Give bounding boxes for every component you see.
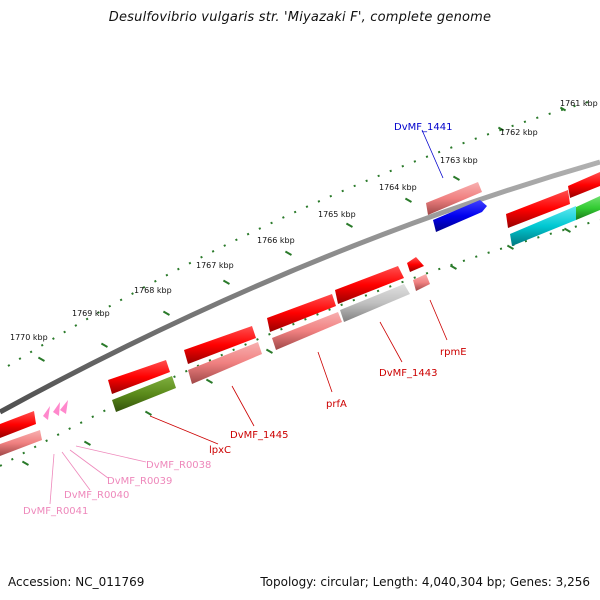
label-dvmf-r0040: DvMF_R0040: [64, 490, 129, 501]
gene-red-1765[interactable]: [267, 294, 336, 332]
kbp-label: 1762 kbp: [500, 128, 538, 137]
gene-topright-red[interactable]: [568, 172, 600, 198]
kbp-label: 1769 kbp: [72, 309, 110, 318]
rna-r0038[interactable]: [60, 400, 68, 414]
gene-red-1764[interactable]: [335, 266, 404, 304]
leader-r0041: [49, 453, 55, 505]
leader-dvmf-1441: [421, 129, 444, 179]
leader-dvmf-1443: [379, 321, 403, 363]
gene-rpme-red[interactable]: [407, 257, 424, 272]
leader-prfa: [317, 351, 333, 393]
gene-red-1762[interactable]: [506, 190, 570, 228]
gene-dvmf-1441-blue[interactable]: [433, 200, 487, 232]
gene-prfa-light[interactable]: [272, 312, 342, 350]
gene-cyan-1762[interactable]: [510, 206, 576, 246]
accession-text: Accession: NC_011769: [8, 575, 145, 589]
leader-lpxc: [149, 415, 219, 445]
label-dvmf-r0038: DvMF_R0038: [146, 460, 211, 471]
label-dvmf-1441: DvMF_1441: [394, 122, 452, 133]
rna-r0040[interactable]: [43, 406, 50, 420]
leader-r0038: [75, 445, 147, 463]
genome-summary-text: Topology: circular; Length: 4,040,304 bp…: [260, 575, 590, 589]
genome-backbone: [0, 159, 600, 415]
outer-scale: [7, 99, 596, 367]
leader-r0039: [69, 449, 109, 479]
kbp-label: 1770 kbp: [10, 333, 48, 342]
map-title: Desulfovibrio vulgaris str. 'Miyazaki F'…: [108, 10, 492, 25]
label-dvmf-1443: DvMF_1443: [379, 368, 437, 379]
leader-dvmf-1445: [231, 385, 255, 427]
kbp-label: 1765 kbp: [318, 210, 356, 219]
inner-scale: [0, 219, 600, 467]
rna-r0039[interactable]: [53, 402, 60, 416]
label-rpme: rpmE: [440, 347, 467, 358]
label-prfa: prfA: [326, 399, 347, 410]
gene-light-1770[interactable]: [0, 430, 42, 456]
kbp-label: 1763 kbp: [440, 156, 478, 165]
gene-red-1770[interactable]: [0, 411, 36, 438]
gene-lpxc-green[interactable]: [112, 376, 176, 412]
kbp-label: 1768 kbp: [134, 286, 172, 295]
gene-rpme-light[interactable]: [413, 274, 430, 291]
label-dvmf-r0041: DvMF_R0041: [23, 506, 88, 517]
label-lpxc: lpxC: [209, 445, 231, 456]
gene-dvmf-1445-light[interactable]: [188, 342, 262, 384]
label-dvmf-r0039: DvMF_R0039: [107, 476, 172, 487]
kbp-label: 1761 kbp: [560, 99, 598, 108]
kbp-label: 1764 kbp: [379, 183, 417, 192]
leader-r0040: [61, 451, 91, 491]
gene-red-1766[interactable]: [184, 326, 256, 364]
gene-topright-green[interactable]: [574, 196, 600, 220]
kbp-label: 1767 kbp: [196, 261, 234, 270]
label-dvmf-1445: DvMF_1445: [230, 430, 288, 441]
kbp-label: 1766 kbp: [257, 236, 295, 245]
gene-dvmf-1441-light[interactable]: [426, 182, 482, 215]
gene-gray-1764[interactable]: [340, 284, 410, 322]
gene-red-1767[interactable]: [108, 360, 170, 394]
leader-rpme: [429, 299, 448, 341]
